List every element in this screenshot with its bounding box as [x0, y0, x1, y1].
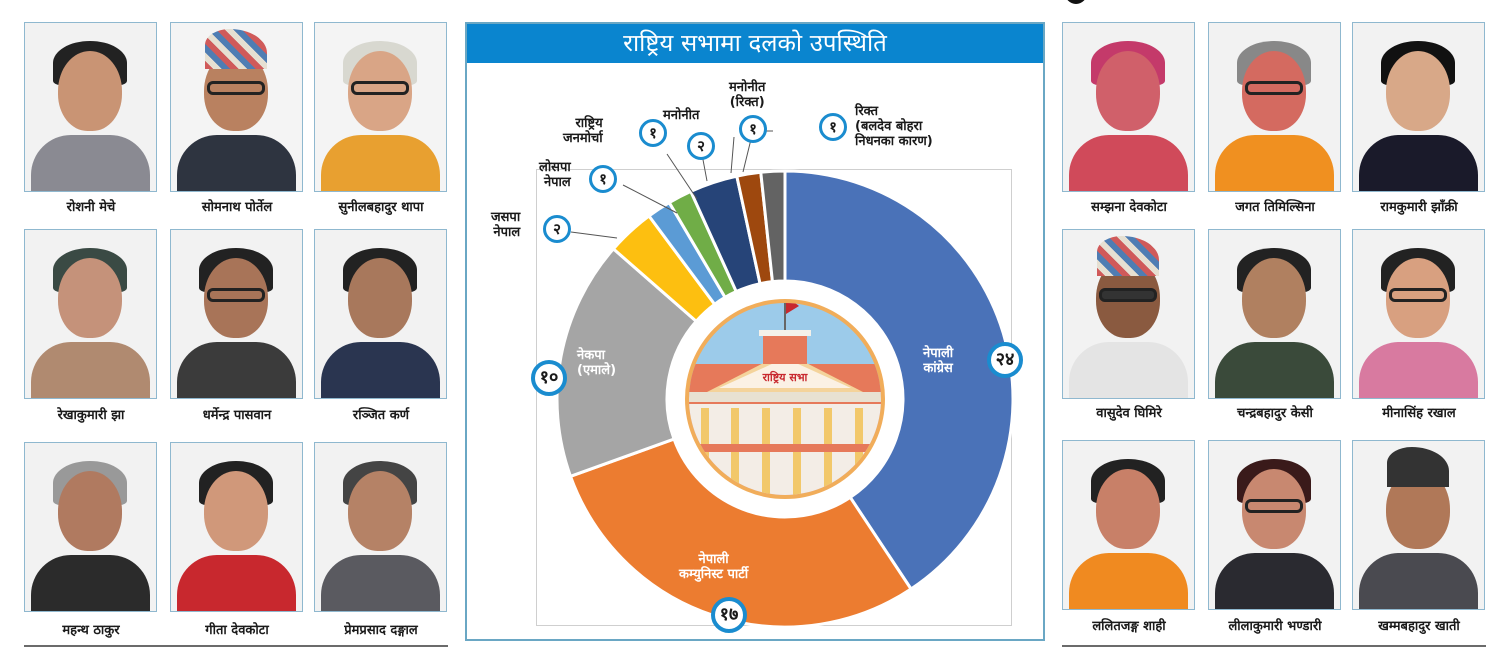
member-photo — [24, 22, 157, 192]
member-name: सम्झना देवकोटा — [1091, 200, 1167, 215]
chart-panel: राष्ट्रिय सभामा दलको उपस्थिति — [465, 22, 1045, 641]
member-name: रञ्जित कर्ण — [352, 408, 410, 423]
member-photo — [1352, 229, 1485, 399]
member-name: सुनीलबहादुर थापा — [338, 200, 424, 215]
outer-label-lsp: लोसपा नेपाल — [539, 160, 571, 190]
donut-slice — [783, 169, 1015, 592]
member-name: मीनासिंह रखाल — [1382, 406, 1456, 421]
donut-chart: राष्ट्रिय सभा — [555, 130, 1015, 629]
divider — [1062, 645, 1486, 647]
building-sign: राष्ट्रिय सभा — [762, 370, 809, 384]
member-name: ललितजङ्ग शाही — [1092, 619, 1166, 634]
value-badge-ncp: १७ — [711, 597, 747, 633]
member-photo — [170, 229, 303, 399]
outer-label-jsp: जसपा नेपाल — [491, 210, 521, 240]
donut-slice — [568, 437, 914, 629]
member-photo — [1352, 22, 1485, 192]
headline-fragment — [1065, 0, 1087, 4]
value-badge-rjm: १ — [639, 119, 667, 147]
member-name: महन्थ ठाकुर — [62, 623, 120, 638]
member-name: सोमनाथ पोर्तेल — [201, 200, 273, 215]
member-name: चन्द्रबहादुर केसी — [1237, 406, 1313, 421]
value-badge-nominated-vacant: १ — [739, 115, 767, 143]
donut-slice — [555, 246, 699, 479]
value-badge-lsp: १ — [589, 165, 617, 193]
member-photo — [170, 22, 303, 192]
member-name: खम्मबहादुर खाती — [1378, 619, 1460, 634]
member-photo — [314, 229, 447, 399]
member-name: वासुदेव घिमिरे — [1096, 406, 1162, 421]
member-photo — [1062, 440, 1195, 610]
member-photo — [1208, 440, 1341, 610]
outer-label-nominated-vacant: मनोनीत (रिक्त) — [729, 80, 766, 110]
value-badge-vacant: १ — [819, 113, 847, 141]
member-name: लीलाकुमारी भण्डारी — [1228, 619, 1322, 634]
donut-slice — [759, 169, 787, 284]
member-name: रामकुमारी झाँक्री — [1380, 200, 1458, 215]
chart-title: राष्ट्रिय सभामा दलको उपस्थिति — [467, 24, 1043, 63]
member-photo — [1062, 229, 1195, 399]
slice-label-ncp: नेपाली कम्युनिस्ट पार्टी — [679, 552, 749, 582]
value-badge-congress: २४ — [987, 342, 1023, 378]
divider — [24, 645, 448, 647]
member-name: रेखाकुमारी झा — [57, 408, 125, 423]
slice-label-congress: नेपाली कांग्रेस — [923, 346, 954, 376]
member-name: गीता देवकोटा — [205, 623, 269, 638]
value-badge-nominated: २ — [687, 132, 715, 160]
value-badge-jsp: २ — [543, 215, 571, 243]
member-name: धर्मेन्द्र पासवान — [202, 408, 272, 423]
outer-label-vacant: रिक्त (बलदेव बोहरा निधनका कारण) — [855, 104, 933, 149]
member-name: जगत तिमिल्सिना — [1235, 200, 1315, 215]
member-photo — [1062, 22, 1195, 192]
member-photo — [1208, 229, 1341, 399]
value-badge-uml: १० — [531, 360, 567, 396]
member-photo — [24, 442, 157, 612]
member-photo — [314, 22, 447, 192]
outer-label-nominated: मनोनीत — [663, 108, 700, 123]
member-photo — [1208, 22, 1341, 192]
member-photo — [24, 229, 157, 399]
outer-label-rjm: राष्ट्रिय जनमोर्चा — [563, 116, 603, 146]
slice-label-uml: नेकपा (एमाले) — [577, 348, 617, 378]
member-photo — [314, 442, 447, 612]
member-name: प्रेमप्रसाद दङ्गाल — [344, 623, 418, 638]
member-photo — [1352, 440, 1485, 610]
member-photo — [170, 442, 303, 612]
member-name: रोशनी मेचे — [66, 200, 116, 215]
